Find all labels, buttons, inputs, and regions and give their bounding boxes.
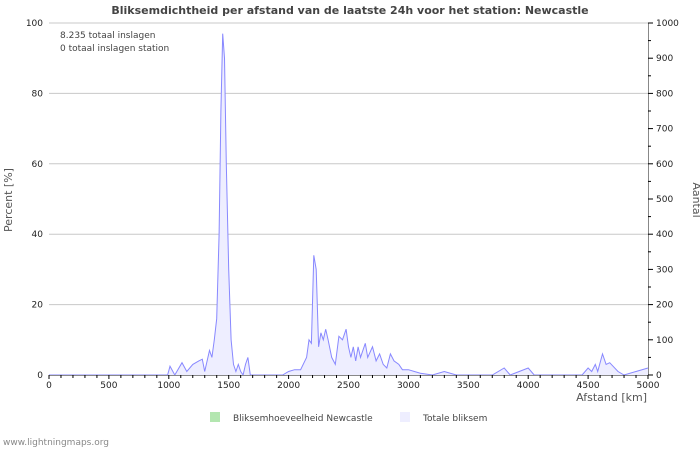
legend-swatch: [400, 412, 410, 422]
x-tick-label: 500: [100, 381, 117, 391]
x-tick-label: 2500: [337, 381, 360, 391]
x-tick-label: 4000: [517, 381, 540, 391]
x-tick-label: 3000: [397, 381, 420, 391]
y-tick-label: 20: [32, 301, 44, 311]
y-tick-label: 60: [32, 160, 44, 170]
x-axis-label: Afstand [km]: [576, 391, 647, 404]
y2-tick-label: 800: [656, 89, 673, 99]
x-tick-label: 3500: [457, 381, 480, 391]
x-tick-label: 5000: [637, 381, 660, 391]
y-tick-label: 0: [37, 371, 43, 381]
y-tick-label: 40: [32, 230, 44, 240]
x-tick-label: 0: [46, 381, 52, 391]
y-tick-label: 100: [26, 19, 43, 29]
y2-tick-label: 0: [656, 371, 662, 381]
x-tick-label: 1500: [217, 381, 240, 391]
y2-tick-label: 700: [656, 125, 673, 135]
y2-tick-label: 500: [656, 195, 673, 205]
series-line-totale-bliksem: [49, 33, 649, 377]
chart-title: Bliksemdichtheid per afstand van de laat…: [111, 4, 588, 17]
footer-link[interactable]: www.lightningmaps.org: [3, 438, 109, 448]
y-axis-label: Percent [%]: [2, 168, 15, 232]
y-tick-label: 80: [32, 89, 44, 99]
x-tick-label: 4500: [577, 381, 600, 391]
y2-tick-label: 400: [656, 230, 673, 240]
y2-tick-label: 200: [656, 301, 673, 311]
y2-tick-label: 600: [656, 160, 673, 170]
series-area-totale-bliksem: [49, 33, 648, 375]
annotation-text: 8.235 totaal inslagen: [60, 31, 155, 41]
y2-tick-label: 100: [656, 336, 673, 346]
x-tick-label: 2000: [277, 381, 300, 391]
annotation-text: 0 totaal inslagen station: [60, 44, 169, 54]
legend-swatch: [210, 412, 220, 422]
y2-tick-label: 300: [656, 265, 673, 275]
y2-tick-label: 900: [656, 54, 673, 64]
y2-axis-label: Aantal: [690, 182, 700, 217]
legend-label: Totale bliksem: [422, 414, 487, 424]
legend-label: Bliksemhoeveelheid Newcastle: [233, 414, 373, 424]
x-tick-label: 1000: [157, 381, 180, 391]
y2-tick-label: 1000: [656, 19, 679, 29]
